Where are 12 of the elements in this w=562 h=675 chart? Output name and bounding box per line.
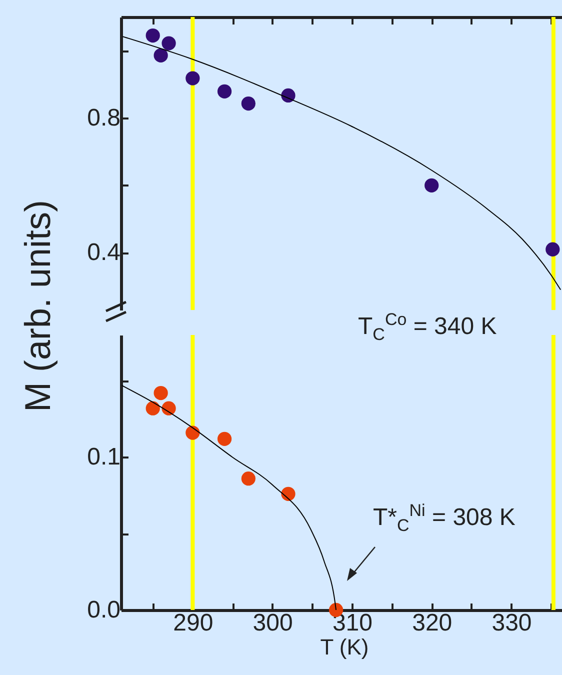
- y-tick-label: 0.1: [87, 444, 120, 471]
- annotation: T*$_{C}$$^{Ni}$ = 308 K: [373, 501, 516, 535]
- x-tick-label: 320: [412, 610, 452, 636]
- x-tick-label: 300: [252, 610, 293, 636]
- y-tick-label: 0.0: [87, 596, 120, 624]
- x-tick-label: 330: [492, 610, 532, 636]
- y-tick-label: 0.8: [87, 104, 120, 132]
- x-axis-title: T (K): [320, 634, 369, 660]
- y-axis-title: M (arb. units): [17, 200, 59, 412]
- annotation: T$_{C}$$^{Co}$ = 340 K: [358, 310, 497, 344]
- y-tick-label: 0.4: [87, 239, 120, 266]
- x-tick-label: 290: [173, 610, 214, 636]
